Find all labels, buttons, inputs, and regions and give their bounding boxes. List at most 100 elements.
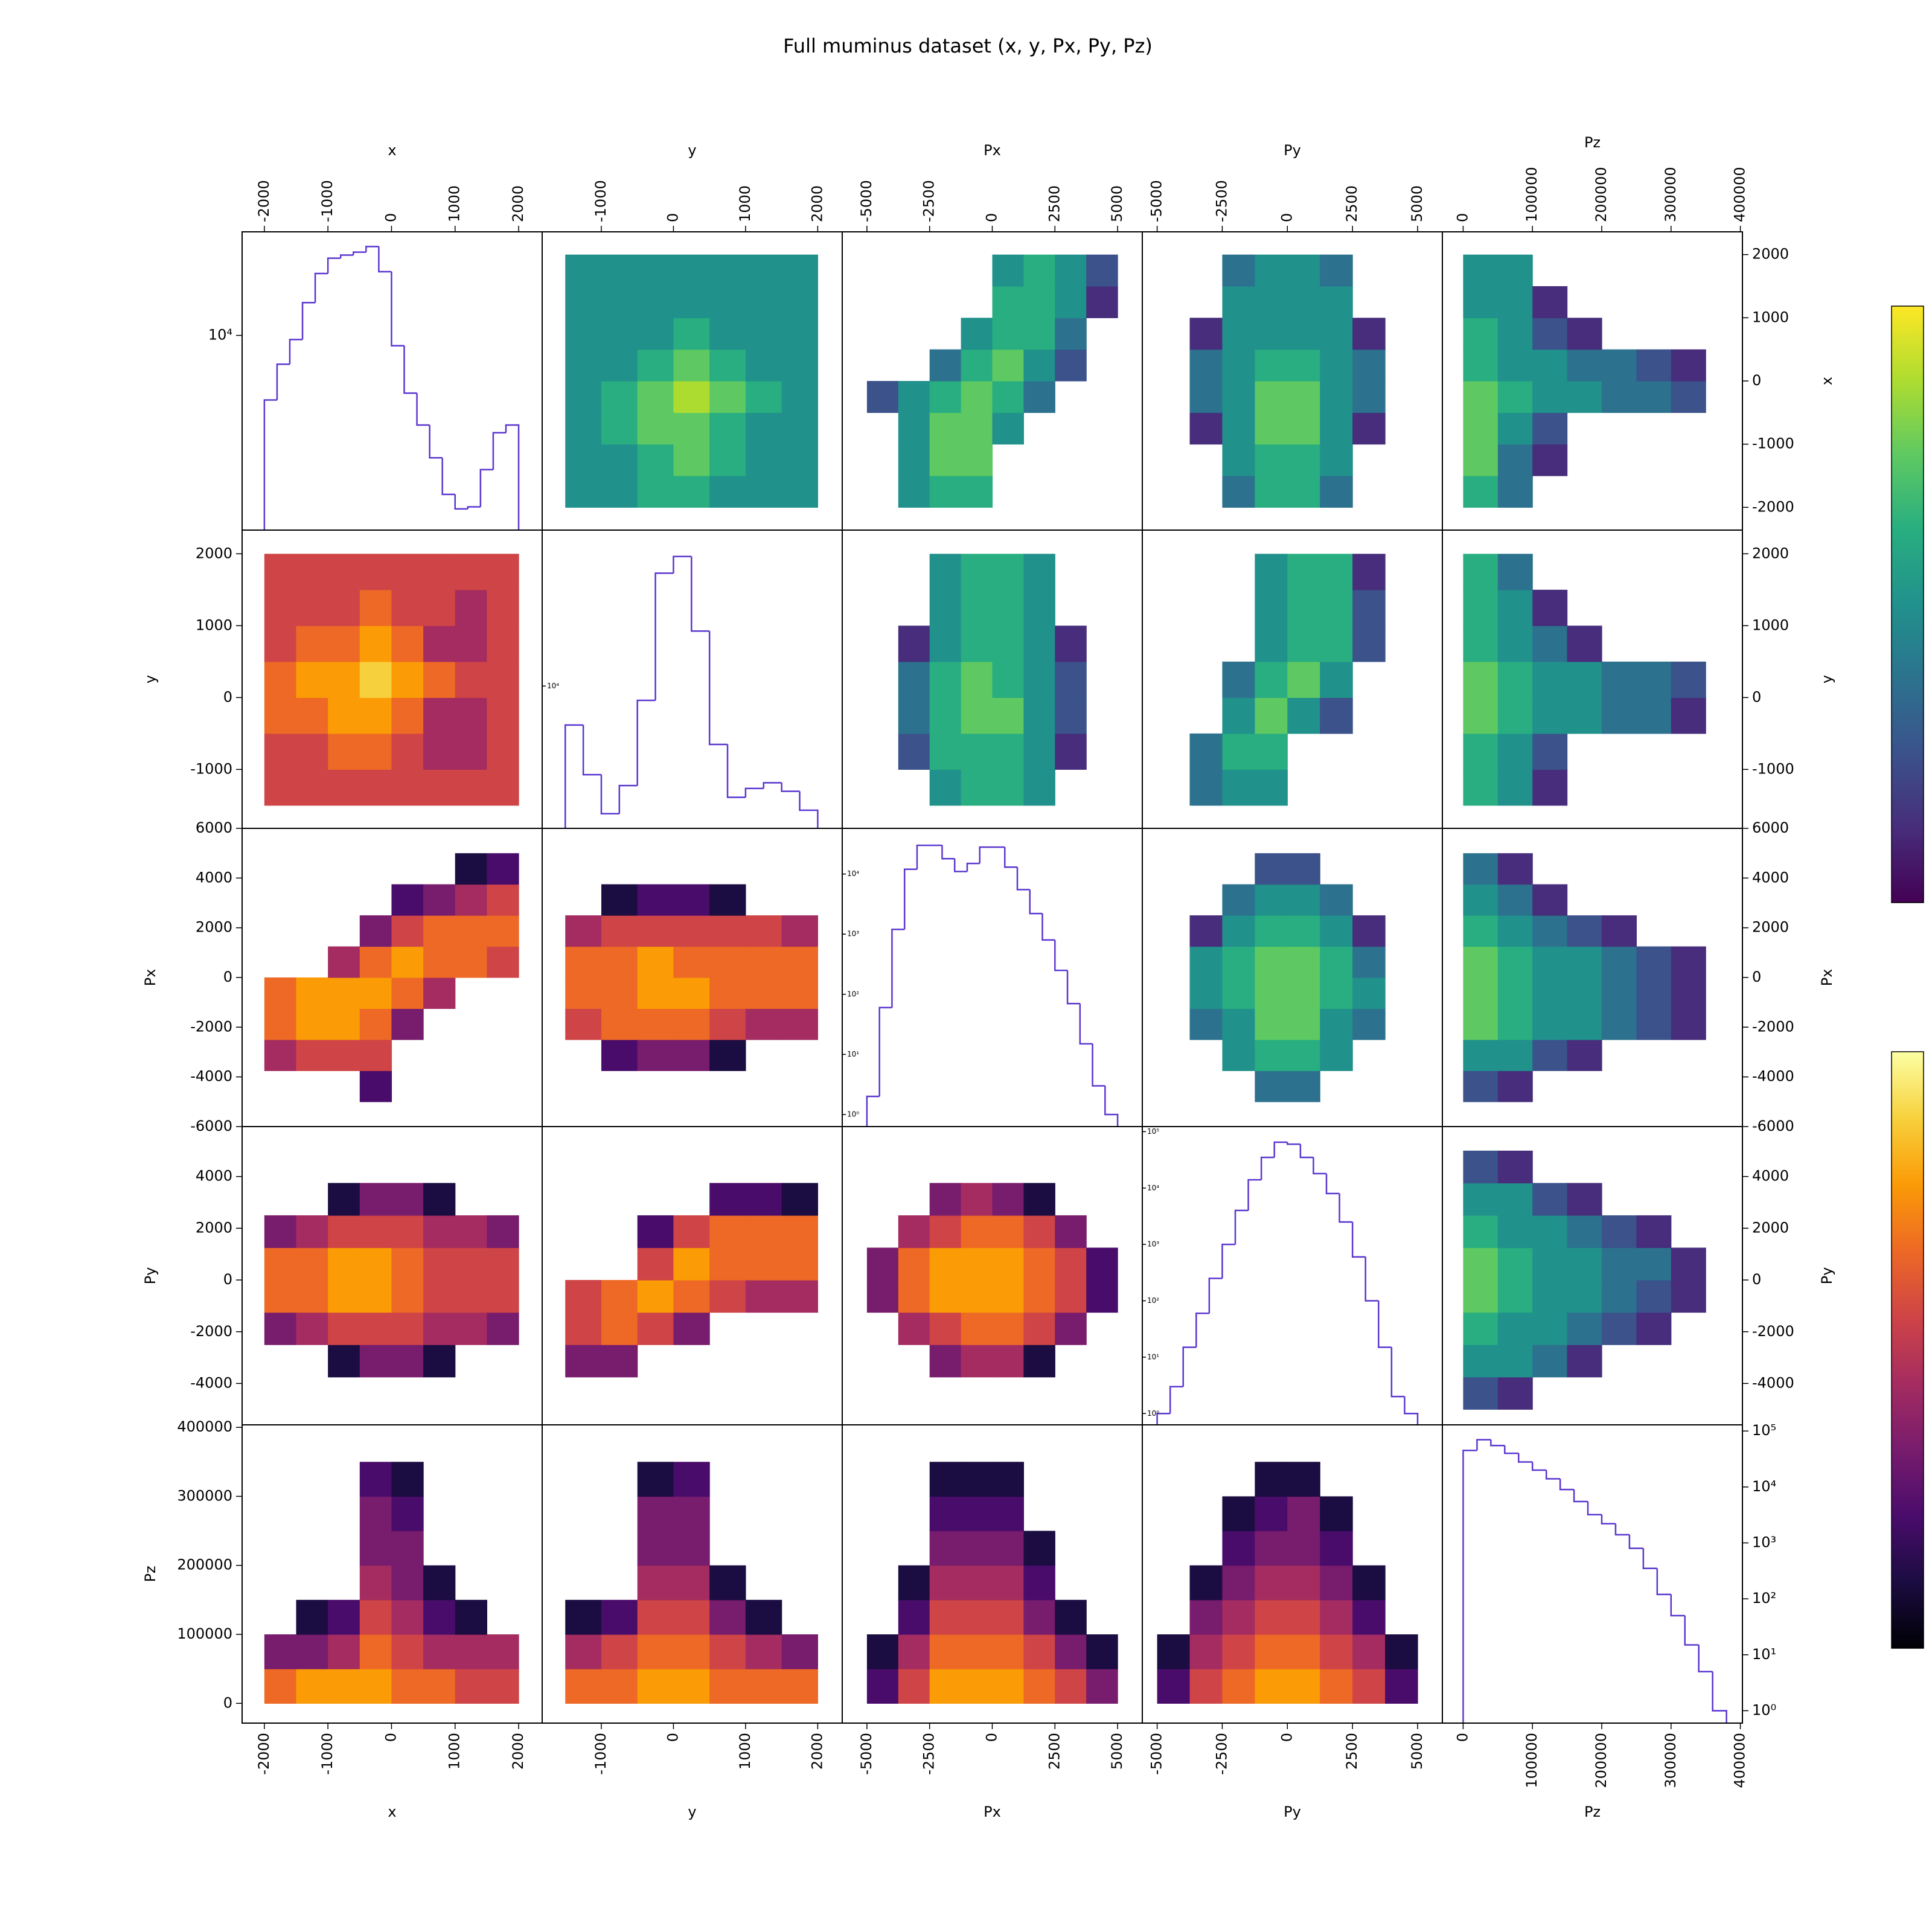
heatmap-cell: [1463, 381, 1499, 413]
heatmap-cell: [992, 1247, 1025, 1281]
heatmap-cell: [391, 1345, 424, 1378]
heatmap-cell: [1023, 1312, 1055, 1345]
heatmap-cell: [565, 1312, 602, 1345]
heatmap-cell: [565, 254, 602, 287]
y-tick-label: 10⁰: [847, 1110, 859, 1119]
heatmap-cell: [1255, 884, 1288, 916]
heatmap-cell: [423, 697, 456, 734]
heatmap-cell: [637, 1247, 674, 1281]
heatmap-cell: [1567, 381, 1602, 413]
heatmap-cell: [1463, 1280, 1499, 1313]
heatmap-cell: [961, 733, 993, 770]
y-tick-label: 10⁵: [1147, 1127, 1159, 1136]
heatmap-cell: [1352, 1599, 1386, 1635]
heatmap-cell: [601, 286, 638, 318]
heatmap-cell: [1255, 1565, 1288, 1601]
heatmap-cell: [1222, 1531, 1255, 1566]
x-tick-label: -2500: [1213, 180, 1230, 222]
histogram-step: [1462, 1450, 1477, 1723]
x-tick-label: -5000: [858, 180, 875, 222]
heatmap-cell: [1255, 349, 1288, 382]
y-axis-label: y: [1818, 675, 1835, 683]
heatmap-cell: [1352, 589, 1386, 626]
y-tick-label: 10¹: [847, 1050, 859, 1058]
heatmap-cell: [961, 1496, 993, 1532]
heatmap-cell: [1287, 884, 1320, 916]
heatmap-cell: [455, 946, 487, 978]
heatmap-cell: [929, 661, 962, 698]
heatmap-cell: [455, 697, 487, 734]
heatmap-cell: [898, 733, 930, 770]
heatmap-cell: [1463, 1345, 1499, 1378]
heatmap-cell: [1287, 381, 1320, 413]
heatmap-cell: [391, 1183, 424, 1216]
x-tick-label: 0: [1454, 1733, 1471, 1742]
y-tick-label: 0: [223, 968, 232, 985]
heatmap-cell: [1023, 1280, 1055, 1313]
colorbar: [1891, 1051, 1924, 1649]
y-tick-label: 400000: [177, 1418, 232, 1435]
heatmap-cell: [1567, 318, 1602, 350]
y-tick-label: 10⁴: [1752, 1478, 1776, 1495]
heatmap-cell: [1023, 1183, 1055, 1216]
chart-title: Full muminus dataset (x, y, Px, Py, Pz): [783, 34, 1153, 57]
histogram-step: [441, 458, 455, 496]
heatmap-cell: [328, 1183, 360, 1216]
x-tick-label: -5000: [1148, 180, 1165, 222]
heatmap-cell: [637, 1599, 674, 1635]
y-tick-label: 10⁴: [847, 869, 859, 878]
heatmap-cell: [1567, 349, 1602, 382]
heatmap-cell: [391, 1462, 424, 1497]
y-tick-label: 0: [223, 1694, 232, 1711]
heatmap-cell: [455, 1312, 487, 1345]
heatmap-cell: [929, 1247, 962, 1281]
heatmap-cell: [487, 915, 519, 947]
histogram-step: [1628, 1534, 1643, 1549]
heatmap-cell: [423, 769, 456, 806]
heatmap-cell: [637, 254, 674, 287]
heatmap-cell: [1463, 444, 1499, 476]
histogram-step: [1299, 1144, 1314, 1159]
heatmap-cell: [264, 1669, 297, 1704]
panel-frame: [1442, 1424, 1743, 1724]
heatmap-cell: [1532, 697, 1568, 734]
heatmap-cell: [359, 1070, 392, 1102]
heatmap-cell: [1497, 946, 1533, 978]
heatmap-cell: [709, 444, 746, 476]
heatmap-cell: [637, 1039, 674, 1071]
heatmap-cell: [565, 1280, 602, 1313]
heatmap-cell: [929, 589, 962, 626]
heatmap-cell: [1320, 318, 1353, 350]
heatmap-cell: [1352, 977, 1386, 1009]
heatmap-cell: [423, 1247, 456, 1281]
heatmap-cell: [455, 1634, 487, 1669]
histogram-step: [1104, 1086, 1119, 1127]
x-tick-label: -1000: [592, 180, 609, 222]
histogram-step: [781, 782, 800, 792]
heatmap-cell: [1189, 1599, 1223, 1635]
heatmap-cell: [1023, 286, 1055, 318]
heatmap-cell: [781, 1280, 818, 1313]
histogram-step: [1545, 1470, 1561, 1480]
heatmap-cell: [1671, 1247, 1706, 1281]
heatmap-cell: [1567, 625, 1602, 662]
x-tick-label: 2500: [1046, 185, 1063, 222]
heatmap-cell: [1671, 349, 1706, 382]
heatmap-cell: [1086, 254, 1118, 287]
y-axis-label: Pz: [142, 1566, 159, 1582]
heatmap-cell: [961, 1669, 993, 1704]
heatmap-cell: [487, 1634, 519, 1669]
heatmap-cell: [1532, 444, 1568, 476]
heatmap-cell: [359, 1599, 392, 1635]
heatmap-cell: [781, 381, 818, 413]
y-tick-label: 2000: [196, 919, 232, 936]
heatmap-cell: [1532, 661, 1568, 698]
heatmap-cell: [992, 1183, 1025, 1216]
histogram-step: [353, 251, 366, 255]
heatmap-cell: [1532, 1183, 1568, 1216]
heatmap-cell: [487, 946, 519, 978]
heatmap-cell: [1636, 1280, 1672, 1313]
heatmap-cell: [1532, 733, 1568, 770]
histogram-step: [1587, 1501, 1602, 1515]
heatmap-cell: [673, 884, 710, 916]
